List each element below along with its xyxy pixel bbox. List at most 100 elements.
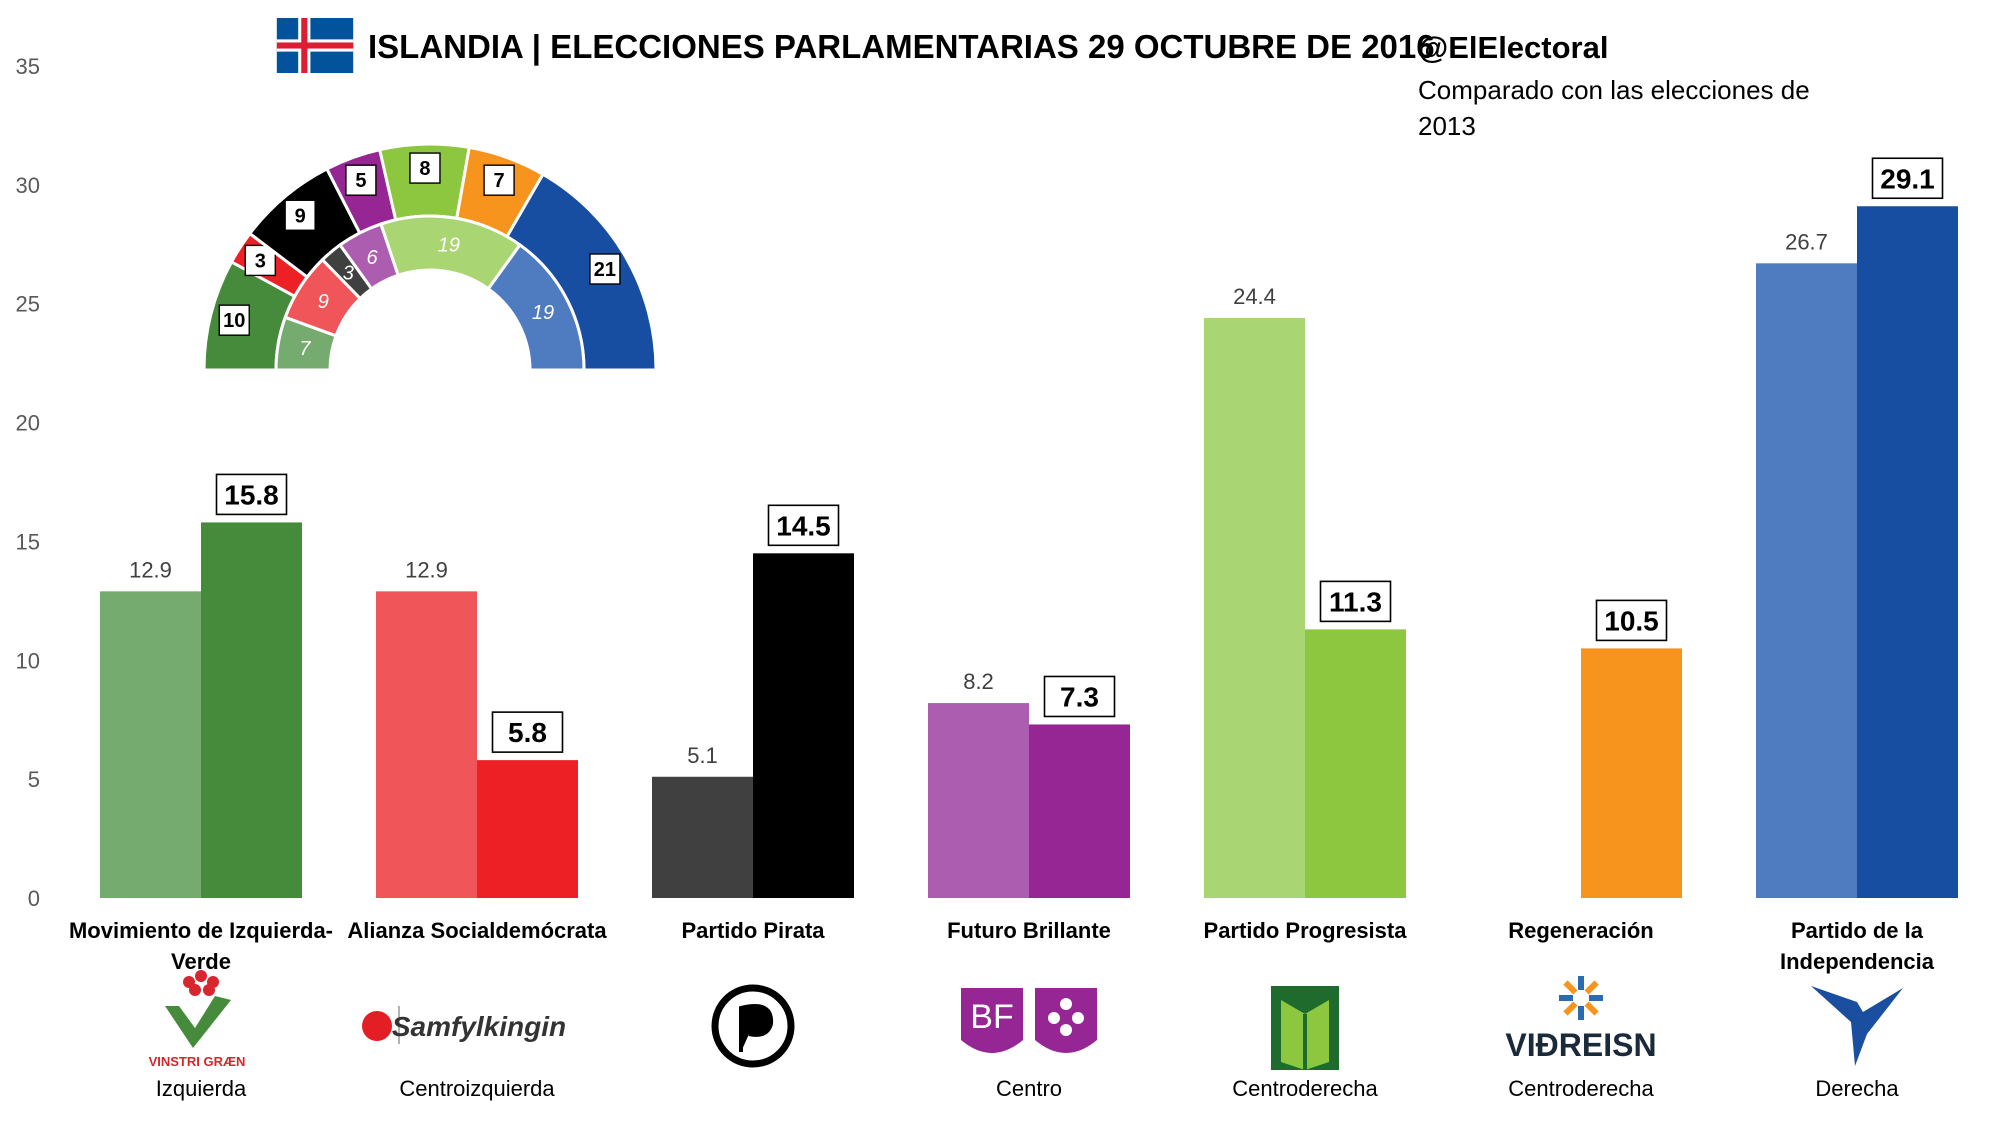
bar-2016 <box>1029 724 1130 898</box>
red-dot-icon <box>362 1011 392 1041</box>
y-tick-label: 35 <box>16 54 40 79</box>
party-logos: VINSTRI GRÆN Samfylkingin BF VIÐREISN <box>149 970 1903 1070</box>
bar-2016 <box>1581 648 1682 898</box>
seat-label-box <box>409 152 441 184</box>
seat-label: 19 <box>438 234 460 256</box>
y-tick-label: 15 <box>16 529 40 554</box>
seat-label: 7 <box>494 170 505 192</box>
vinstri-graen-logo: VINSTRI GRÆN <box>149 970 246 1069</box>
seat-label-box <box>284 199 316 231</box>
bar-2013 <box>376 591 477 898</box>
bar-2016 <box>1857 206 1958 898</box>
bar-2013 <box>100 591 201 898</box>
party-name: Independencia <box>1780 949 1935 974</box>
bar-2013 <box>1756 263 1857 898</box>
seat-label: 19 <box>532 302 554 324</box>
vidreisn-star-ray-icon <box>1584 1001 1599 1016</box>
seat-label: 7 <box>299 338 311 360</box>
logo-text: VIÐREISN <box>1505 1027 1656 1063</box>
bar-2013 <box>652 776 753 898</box>
samfylkingin-logo: Samfylkingin <box>362 1006 566 1044</box>
seat-label-box <box>218 304 250 336</box>
data-label-2016: 10.5 <box>1604 605 1659 636</box>
party-name: Futuro Brillante <box>947 918 1111 943</box>
seat-segment <box>486 242 586 372</box>
data-label-2016: 14.5 <box>776 510 831 541</box>
y-axis: 0 5 10 15 20 25 30 35 <box>16 54 40 911</box>
seat-label: 3 <box>343 263 354 285</box>
data-labels: 12.9 15.8 12.9 5.8 5.1 14.5 8.2 7.3 24.4 11.3 10.5… <box>129 157 1944 768</box>
party-ideology: Centroderecha <box>1232 1076 1378 1101</box>
pirate-flag-icon <box>739 1004 774 1052</box>
vidreisn-star-ray-icon <box>1563 1001 1578 1016</box>
data-label-2016: 5.8 <box>508 717 547 748</box>
party-name: Partido Pirata <box>681 918 825 943</box>
vidreisn-star-ray-icon <box>1584 980 1599 995</box>
seat-label: 5 <box>355 170 366 192</box>
bar-2016 <box>201 522 302 898</box>
party-name: Partido Progresista <box>1204 918 1408 943</box>
x-axis: Movimiento de Izquierda- Verde Izquierda Al… <box>69 918 1935 1101</box>
iceland-flag-icon <box>276 18 354 73</box>
data-label-2016: 15.8 <box>224 479 279 510</box>
seat-label-box <box>345 164 377 196</box>
data-label-2016-box <box>1319 580 1392 623</box>
party-ideology: Centro <box>996 1076 1062 1101</box>
seat-label: 9 <box>318 291 329 313</box>
bar-2013 <box>928 703 1029 898</box>
seat-label: 21 <box>594 259 616 281</box>
y-tick-label: 25 <box>16 292 40 317</box>
y-tick-label: 10 <box>16 648 40 673</box>
logo-text: Samfylkingin <box>392 1011 566 1042</box>
y-tick-label: 30 <box>16 173 40 198</box>
data-label-2016: 11.3 <box>1329 586 1382 617</box>
seat-label: 8 <box>419 158 430 180</box>
bf-shield-icon <box>961 988 1023 1053</box>
logo-text: BF <box>970 998 1013 1036</box>
flower-icon <box>189 984 201 996</box>
logo-text: VINSTRI GRÆN <box>149 1054 246 1069</box>
vidreisn-star-ray-icon <box>1563 980 1578 995</box>
y-tick-label: 0 <box>28 886 40 911</box>
data-label-2016: 7.3 <box>1060 681 1099 712</box>
chart-subtitle: Comparado con las elecciones de 2013 <box>1418 75 1810 141</box>
seat-label: 9 <box>295 205 306 227</box>
data-label-2013: 26.7 <box>1785 229 1828 254</box>
party-name: Partido de la <box>1791 918 1924 943</box>
data-label-2016-box <box>1595 599 1668 642</box>
bar-2016 <box>1305 629 1406 898</box>
clover-leaf-icon <box>1060 1024 1072 1036</box>
seat-label: 10 <box>223 310 245 332</box>
chart-title: ISLANDIA | ELECCIONES PARLAMENTARIAS 29 … <box>368 28 1435 65</box>
bar-2013 <box>1204 317 1305 898</box>
seat-label: 3 <box>255 250 266 272</box>
data-label-2016-box <box>1871 157 1944 200</box>
party-ideology: Centroderecha <box>1508 1076 1654 1101</box>
y-tick-label: 5 <box>28 767 40 792</box>
party-name: Alianza Socialdemócrata <box>347 918 607 943</box>
bjort-framtid-logo: BF <box>961 988 1097 1053</box>
data-label-2016-box <box>215 473 288 516</box>
vidreisn-logo: VIÐREISN <box>1505 976 1657 1063</box>
clover-leaf-icon <box>1060 998 1072 1010</box>
bar-2016 <box>753 553 854 898</box>
data-label-2016-box <box>491 711 564 753</box>
party-ideology: Centroizquierda <box>399 1076 555 1101</box>
party-name: Movimiento de Izquierda- <box>69 918 333 943</box>
y-tick-label: 20 <box>16 411 40 436</box>
party-name: Regeneración <box>1508 918 1654 943</box>
data-label-2013: 24.4 <box>1233 284 1276 309</box>
data-label-2013: 8.2 <box>963 669 994 694</box>
party-ideology: Izquierda <box>156 1076 247 1101</box>
clover-shield-icon <box>1035 988 1097 1053</box>
data-label-2013: 5.1 <box>687 743 718 768</box>
seat-label-box <box>483 164 515 196</box>
data-label-2016: 29.1 <box>1880 163 1935 194</box>
data-label-2013: 12.9 <box>405 557 448 582</box>
pirate-party-logo <box>711 984 795 1068</box>
party-name: Verde <box>171 949 231 974</box>
clover-leaf-icon <box>1072 1012 1084 1024</box>
sjalfstaedisflokkurinn-logo <box>1811 986 1903 1066</box>
